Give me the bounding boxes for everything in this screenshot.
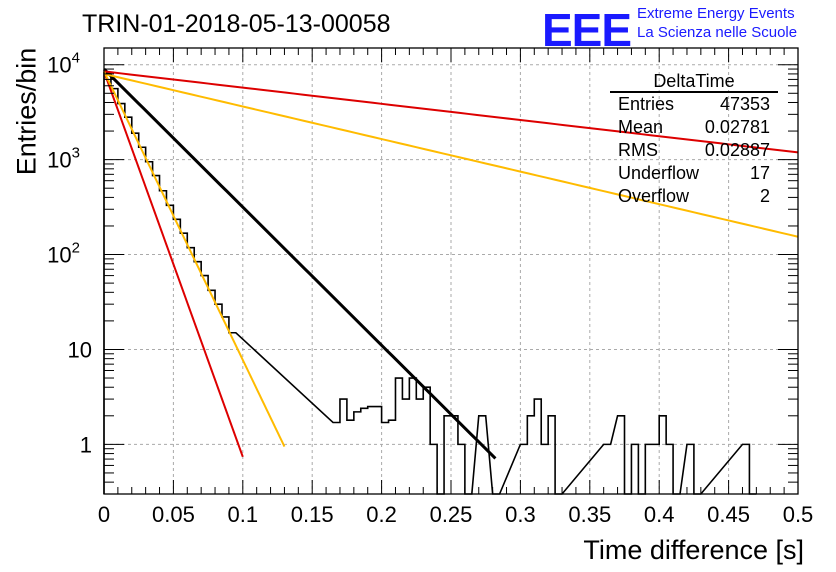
histogram-steps — [103, 72, 757, 495]
x-tick-label: 0.2 — [366, 502, 397, 527]
grid — [104, 48, 798, 494]
x-tick-label: 0.05 — [152, 502, 195, 527]
stats-value: 0.02887 — [705, 140, 770, 160]
logo-line-1: Extreme Energy Events — [637, 5, 795, 22]
y-tick-label: 102 — [47, 240, 80, 268]
x-tick-label: 0.4 — [644, 502, 675, 527]
y-axis-label: Entries/bin — [11, 47, 42, 176]
x-tick-label: 0.5 — [783, 502, 814, 527]
axis-ticks: 0 0.05 0.1 0.15 0.2 0.25 0.3 0.35 0.4 0.45 0.5 1 10 1… — [47, 48, 813, 527]
x-tick-label: 0.25 — [430, 502, 473, 527]
x-tick-label: 0.45 — [707, 502, 750, 527]
fit-line — [103, 70, 286, 447]
fit-line — [102, 67, 497, 460]
stats-value: 0.02781 — [705, 117, 770, 137]
y-tick-label: 104 — [47, 50, 80, 78]
stats-label: RMS — [618, 140, 658, 160]
stats-value: 2 — [760, 186, 770, 206]
stats-label: Mean — [618, 117, 663, 137]
x-tick-label: 0.15 — [291, 502, 334, 527]
fit-line — [103, 71, 244, 458]
stats-title: DeltaTime — [653, 71, 734, 91]
logo-line-2: La Scienza nelle Scuole — [637, 24, 798, 41]
y-tick-label: 103 — [47, 145, 80, 173]
x-tick-label: 0 — [98, 502, 110, 527]
stats-value: 47353 — [720, 94, 770, 114]
stats-label: Overflow — [618, 186, 690, 206]
stats-label: Underflow — [618, 163, 700, 183]
x-axis-label: Time difference [s] — [583, 535, 804, 565]
x-tick-label: 0.3 — [505, 502, 536, 527]
y-tick-label: 10 — [68, 337, 92, 362]
x-tick-label: 0.35 — [568, 502, 611, 527]
fit-line — [103, 70, 799, 154]
eee-logo: EEE — [542, 4, 632, 56]
histogram — [103, 72, 757, 495]
x-tick-label: 0.1 — [228, 502, 259, 527]
stats-value: 17 — [750, 163, 770, 183]
y-tick-label: 1 — [80, 432, 92, 457]
stats-label: Entries — [618, 94, 674, 114]
page-title: TRIN-01-2018-05-13-00058 — [82, 10, 391, 38]
fit-lines — [102, 67, 799, 460]
stats-box: DeltaTime Entries 47353 Mean 0.02781 RMS 0.028… — [610, 71, 778, 206]
fit-line — [103, 72, 799, 238]
